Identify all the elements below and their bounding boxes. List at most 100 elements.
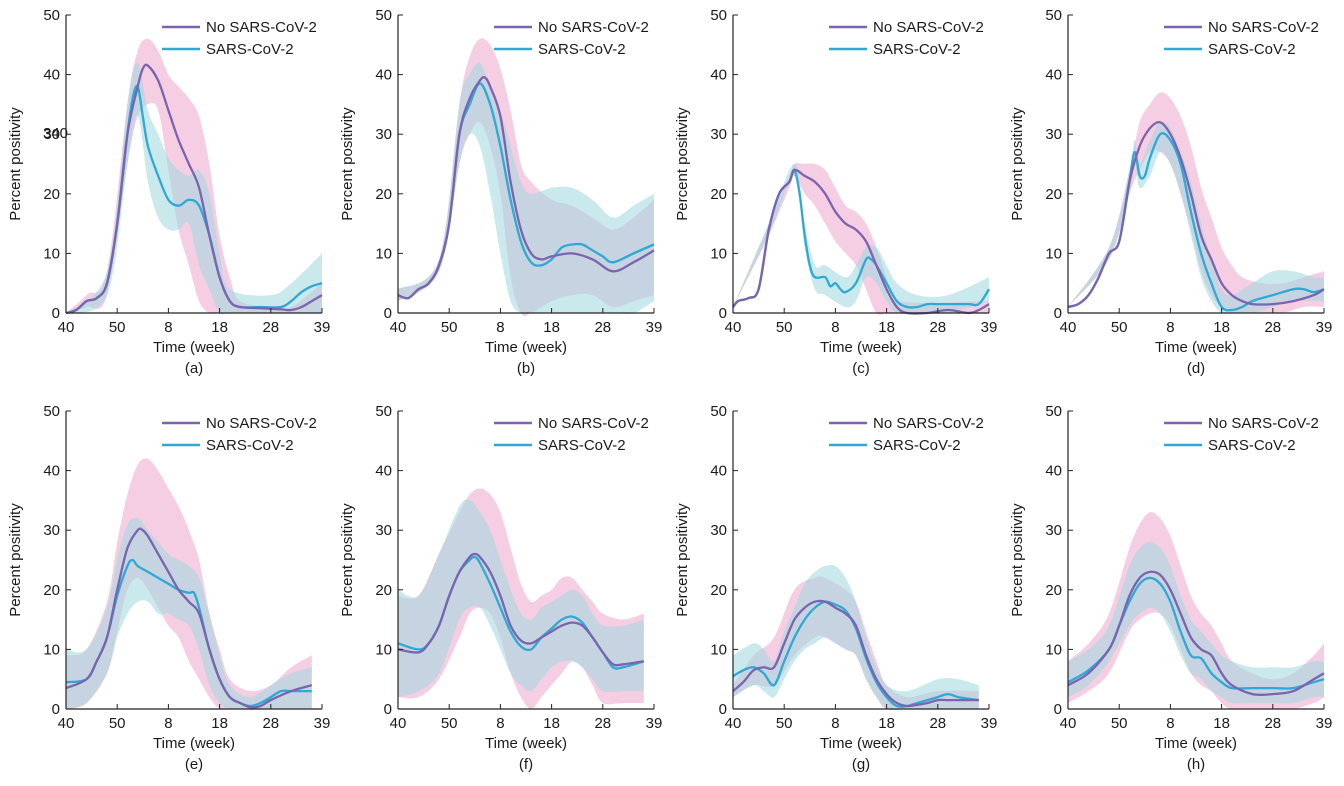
y-tick-label: 0 [1054,305,1062,322]
y-axis-label: Percent positivity [7,503,24,617]
no-sars-line [1067,570,1325,697]
y-tick-label: 30 [1045,126,1062,143]
y-tick-label: 40 [1045,67,1062,84]
y-tick-label: 50 [43,403,60,420]
x-tick-label: 40 [725,319,742,336]
x-tick-label: 28 [1264,319,1281,336]
y-axis-label: Percent positivity [339,503,356,617]
no-sars-line [732,599,979,708]
x-tick-label: 39 [646,715,663,732]
x-tick-label: 39 [314,319,331,336]
x-tick-label: 8 [164,715,172,732]
y-axis-label: Percent positivity [339,107,356,221]
y-tick-label: 0 [52,701,60,718]
y-tick-label: 40 [710,67,727,84]
x-tick-label: 50 [776,319,793,336]
legend: No SARS-CoV-2 SARS-CoV-2 [829,415,984,454]
x-tick-label: 28 [929,715,946,732]
chart-panel: 0 10 20 30 40 50 40 50 8 18 28 39 Time (week) Percent… [674,7,997,377]
x-axis-label: Time (week) [153,735,235,752]
x-tick-label: 28 [1264,715,1281,732]
y-tick-label: 0 [1054,701,1062,718]
y-tick-label: 10 [1045,245,1062,262]
legend-label: No SARS-CoV-2 [1208,19,1319,36]
x-tick-label: 18 [211,319,228,336]
legend: No SARS-CoV-2 SARS-CoV-2 [1164,19,1319,58]
y-tick-label: 50 [375,403,392,420]
chart-panel: 0 10 20 30 40 50 40 50 8 18 28 39 Time (week) Percent… [1009,403,1332,773]
x-tick-label: 40 [390,715,407,732]
y-tick-label: 20 [1045,186,1062,203]
y-tick-label: 0 [52,305,60,322]
x-tick-label: 50 [776,715,793,732]
sars-band [733,564,979,710]
x-tick-label: 18 [1213,319,1230,336]
y-tick-label: 0 [719,701,727,718]
x-tick-label: 39 [981,319,998,336]
x-tick-label: 18 [878,319,895,336]
y-tick-label: 10 [375,641,392,658]
y-tick-label: 40 [375,463,392,480]
legend-label: No SARS-CoV-2 [206,415,317,432]
y-tick-label: 20 [375,582,392,599]
x-tick-label: 50 [109,319,126,336]
sars-line [65,558,312,708]
x-tick-label: 40 [1060,319,1077,336]
y-tick-label: 30 [710,522,727,539]
x-axis-label: Time (week) [820,735,902,752]
x-axis-label: Time (week) [1155,735,1237,752]
x-tick-label: 40 [58,715,75,732]
y-axis-label: Percent positivity [674,107,691,221]
x-tick-label: 18 [211,715,228,732]
legend-label: No SARS-CoV-2 [1208,415,1319,432]
x-tick-label: 8 [496,715,504,732]
legend: No SARS-CoV-2 SARS-CoV-2 [494,19,649,58]
x-tick-label: 39 [1316,319,1333,336]
x-tick-label: 40 [725,715,742,732]
y-axis-label: Percent positivity [674,503,691,617]
legend: No SARS-CoV-2 SARS-CoV-2 [162,19,317,58]
y-tick-label: 20 [710,582,727,599]
x-tick-label: 50 [441,715,458,732]
panel-label: (e) [185,756,203,773]
x-tick-label: 8 [1166,319,1174,336]
x-tick-label: 50 [1111,715,1128,732]
y-tick-label: 30 [375,522,392,539]
y-tick-label: 10 [43,245,60,262]
x-axis-label: Time (week) [485,339,567,356]
x-tick-label: 50 [1111,319,1128,336]
y-tick-label: 10 [710,245,727,262]
y-tick-label: 30 [375,126,392,143]
legend-label: No SARS-CoV-2 [873,415,984,432]
x-axis-label: Time (week) [485,735,567,752]
x-tick-label: 18 [543,715,560,732]
y-tick-label: 30 [710,126,727,143]
x-tick-label: 8 [831,715,839,732]
y-tick-label: 20 [375,186,392,203]
y-tick-label: 20 [43,582,60,599]
legend: No SARS-CoV-2 SARS-CoV-2 [829,19,984,58]
x-tick-label: 39 [314,715,331,732]
no-sars-band [733,163,989,315]
sars-band [1068,542,1324,704]
y-tick-label: 20 [710,186,727,203]
legend-label: SARS-CoV-2 [1208,41,1296,58]
y-tick-label: 0 [719,305,727,322]
x-tick-label: 39 [1316,715,1333,732]
legend-label: SARS-CoV-2 [206,437,294,454]
panel-label: (h) [1187,756,1205,773]
legend-label: No SARS-CoV-2 [538,415,649,432]
chart-panel: 0 10 20 30 40 50 40 50 8 18 28 39 Time (week) Percent… [339,7,662,377]
y-tick-label: 30 [1045,522,1062,539]
x-tick-label: 28 [594,715,611,732]
x-tick-label: 28 [262,319,279,336]
y-tick-label: 40 [43,463,60,480]
chart-panel: 0 10 20 30 40 50 40 50 8 18 28 39 Time (week) Percent… [339,403,662,773]
y-tick-label: 50 [710,403,727,420]
x-tick-label: 40 [390,319,407,336]
y-axis-label: Percent positivity [7,107,24,221]
x-tick-label: 40 [1060,715,1077,732]
x-tick-label: 39 [646,319,663,336]
x-tick-label: 18 [878,715,895,732]
y-tick-label: 40 [1045,463,1062,480]
